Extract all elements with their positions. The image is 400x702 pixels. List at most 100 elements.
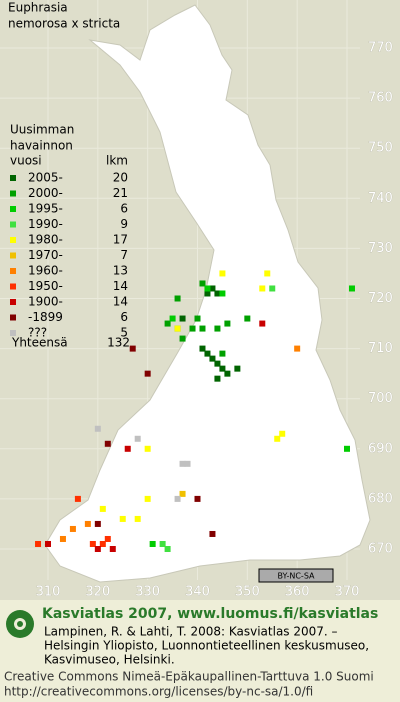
observation bbox=[179, 490, 186, 497]
observation bbox=[194, 495, 201, 502]
legend-swatch bbox=[10, 252, 16, 259]
y-tick-label: 750 bbox=[368, 141, 393, 156]
y-tick-label: 690 bbox=[368, 441, 393, 456]
observation bbox=[94, 425, 101, 432]
legend-total: 132 bbox=[107, 336, 130, 350]
legend-swatch bbox=[10, 190, 16, 197]
legend-count: 7 bbox=[120, 248, 128, 262]
legend-swatch bbox=[10, 314, 16, 321]
brand: Kasviatlas 2007, www.luomus.fi/kasviatla… bbox=[42, 606, 378, 622]
observation bbox=[104, 535, 111, 542]
observation bbox=[194, 315, 201, 322]
observation bbox=[94, 520, 101, 527]
legend-count: 6 bbox=[120, 202, 128, 216]
observation bbox=[274, 435, 281, 442]
observation bbox=[99, 505, 106, 512]
legend-count: 14 bbox=[113, 295, 128, 309]
species-title: Euphrasia bbox=[8, 1, 68, 15]
logo bbox=[6, 610, 34, 638]
observation bbox=[199, 345, 206, 352]
observation bbox=[99, 540, 106, 547]
legend-swatch bbox=[10, 299, 16, 305]
y-tick-label: 670 bbox=[368, 542, 393, 557]
observation bbox=[174, 495, 181, 502]
legend-label: -1899 bbox=[28, 310, 63, 324]
observation bbox=[144, 370, 151, 377]
observation bbox=[219, 365, 226, 372]
legend-label: 1960- bbox=[28, 264, 63, 278]
observation bbox=[129, 345, 136, 352]
observation bbox=[348, 285, 355, 292]
observation bbox=[164, 546, 171, 552]
observation bbox=[74, 495, 81, 502]
observation bbox=[124, 445, 131, 452]
legend-swatch bbox=[10, 268, 16, 274]
observation bbox=[244, 315, 251, 322]
observation bbox=[144, 495, 151, 502]
observation bbox=[224, 370, 231, 377]
observation bbox=[179, 460, 186, 467]
x-tick-label: 330 bbox=[135, 585, 160, 600]
legend-swatch bbox=[10, 206, 16, 212]
y-tick-label: 730 bbox=[368, 241, 393, 256]
y-tick-label: 760 bbox=[368, 91, 393, 106]
legend-count: 9 bbox=[120, 217, 128, 231]
x-tick-label: 360 bbox=[285, 585, 310, 600]
license-badge: BY-NC-SA bbox=[258, 568, 334, 583]
observation bbox=[104, 440, 111, 447]
y-tick-label: 770 bbox=[368, 41, 393, 56]
license: http://creativecommons.org/licenses/by-n… bbox=[4, 685, 313, 699]
observation bbox=[199, 280, 206, 287]
observation bbox=[159, 540, 166, 547]
y-tick-label: 680 bbox=[368, 491, 393, 506]
legend-count: 6 bbox=[120, 310, 128, 324]
citation: Kasvimuseo, Helsinki. bbox=[44, 653, 175, 667]
observation bbox=[294, 345, 301, 352]
legend-swatch bbox=[10, 221, 16, 228]
legend-heading: havainnon bbox=[10, 139, 73, 153]
x-tick-label: 350 bbox=[235, 585, 260, 600]
legend-label: 1980- bbox=[28, 233, 63, 247]
x-tick-label: 340 bbox=[185, 585, 210, 600]
legend-label: 1900- bbox=[28, 295, 63, 309]
observation bbox=[214, 290, 221, 297]
observation bbox=[35, 540, 42, 547]
observation bbox=[234, 365, 241, 372]
y-tick-label: 740 bbox=[368, 191, 393, 206]
observation bbox=[279, 430, 286, 437]
species-title: nemorosa x stricta bbox=[8, 17, 120, 31]
x-tick-label: 370 bbox=[335, 585, 360, 600]
legend-heading: lkm bbox=[106, 154, 128, 168]
observation bbox=[164, 320, 171, 327]
observation bbox=[224, 320, 231, 327]
observation bbox=[144, 445, 151, 452]
observation bbox=[214, 360, 221, 367]
observation bbox=[119, 515, 126, 522]
x-tick-label: 320 bbox=[85, 585, 110, 600]
observation bbox=[184, 460, 191, 467]
observation bbox=[69, 525, 76, 532]
legend-count: 5 bbox=[120, 326, 128, 340]
legend-heading: vuosi bbox=[10, 154, 42, 168]
observation bbox=[109, 546, 116, 552]
observation bbox=[174, 295, 181, 302]
y-tick-label: 710 bbox=[368, 341, 393, 356]
observation bbox=[219, 350, 226, 357]
observation bbox=[219, 290, 226, 297]
observation bbox=[264, 270, 271, 277]
legend-label: 1995- bbox=[28, 202, 63, 216]
legend-heading: Uusimman bbox=[10, 123, 74, 137]
legend-count: 14 bbox=[113, 279, 128, 293]
legend-swatch bbox=[10, 237, 16, 243]
observation bbox=[179, 335, 186, 342]
legend-count: 20 bbox=[113, 171, 128, 185]
license: Creative Commons Nimeä-Epäkaupallinen-Ta… bbox=[4, 670, 374, 684]
legend-label: 1950- bbox=[28, 279, 63, 293]
observation bbox=[134, 435, 141, 442]
observation bbox=[134, 515, 141, 522]
x-tick-label: 310 bbox=[36, 585, 61, 600]
observation bbox=[174, 325, 181, 332]
observation bbox=[209, 355, 216, 362]
legend-label: 1990- bbox=[28, 217, 63, 231]
